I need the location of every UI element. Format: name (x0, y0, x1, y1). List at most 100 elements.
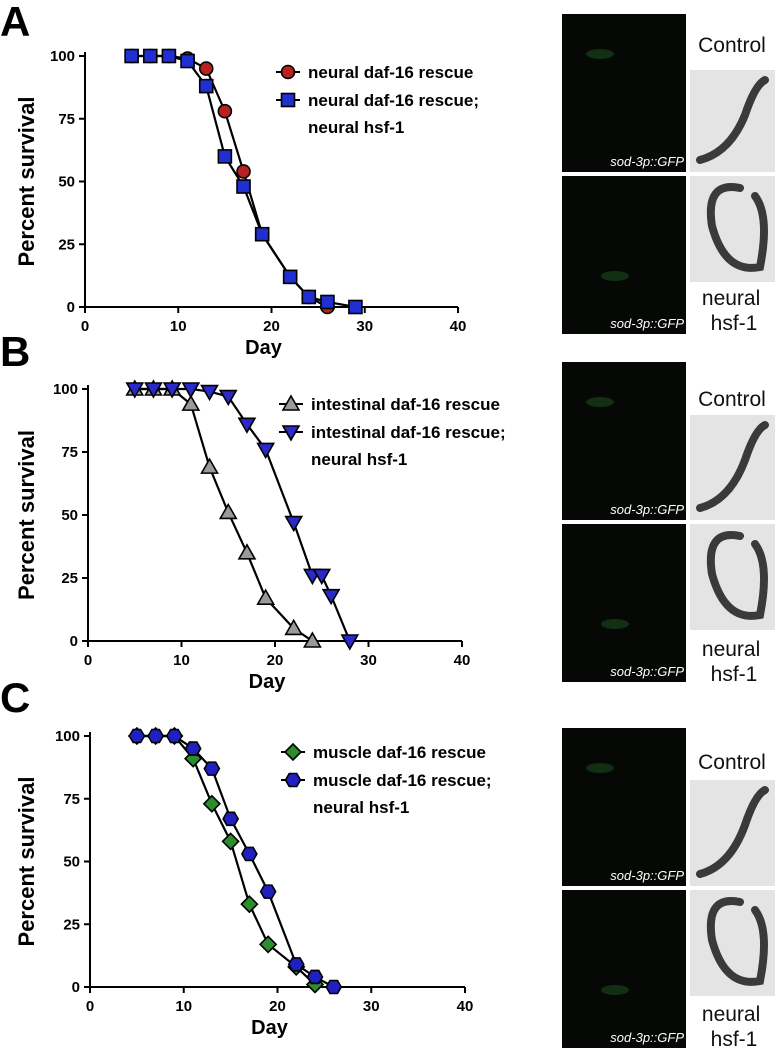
worm (706, 183, 768, 272)
legend-label: intestinal daf-16 rescue; neural hsf-1 (311, 423, 510, 469)
y-axis-label: Percent survival (14, 777, 39, 947)
x-tick-label: 10 (170, 318, 187, 335)
data-point (124, 48, 139, 64)
gfp-signal (601, 985, 629, 995)
data-point (312, 568, 332, 586)
data-point (321, 588, 341, 606)
gfp-label: sod-3p::GFP (610, 868, 684, 883)
y-tick-label: 0 (72, 979, 80, 996)
data-point (237, 417, 257, 434)
data-point (165, 728, 183, 744)
y-tick-label: 25 (61, 570, 78, 587)
panel-letter: C (0, 674, 30, 721)
legend-marker (281, 394, 301, 411)
data-point (303, 631, 322, 648)
data-point (181, 394, 201, 411)
x-tick-label: 30 (356, 318, 373, 335)
data-point (162, 382, 182, 399)
panel-letter: B (0, 328, 30, 375)
survival-line (136, 734, 316, 986)
data-point (287, 957, 305, 972)
gfp-image (562, 176, 686, 334)
data-point (218, 389, 238, 407)
worm (706, 531, 768, 620)
data-point (144, 382, 163, 399)
gfp-signal (586, 763, 614, 773)
data-point (301, 289, 317, 305)
data-point (180, 53, 195, 69)
data-point (142, 48, 158, 64)
y-axis-label: Percent survival (14, 97, 39, 267)
y-tick-label: 75 (61, 444, 78, 461)
x-tick-label: 40 (454, 652, 471, 669)
data-point (200, 457, 219, 474)
data-point (256, 442, 276, 460)
legend-marker (281, 425, 301, 442)
data-point (161, 48, 177, 64)
y-tick-label: 25 (58, 236, 75, 253)
data-point (306, 969, 324, 985)
y-tick-label: 75 (58, 111, 75, 128)
x-tick-label: 30 (363, 998, 380, 1015)
y-tick-label: 25 (63, 916, 80, 933)
data-point (222, 811, 240, 827)
gfp-label: sod-3p::GFP (610, 1030, 684, 1045)
data-point (184, 741, 202, 756)
data-point (237, 543, 257, 560)
data-point (348, 299, 363, 315)
data-point (221, 832, 240, 851)
gfp-image (562, 14, 686, 172)
x-tick-label: 20 (269, 998, 286, 1015)
worm (696, 786, 769, 878)
mutant-label: neural hsf-1 (702, 638, 766, 686)
legend-label: muscle daf-16 rescue (313, 743, 486, 762)
data-point (320, 294, 335, 310)
worm (706, 897, 768, 986)
data-point (256, 588, 276, 605)
legend-marker (280, 92, 296, 108)
x-tick-label: 20 (263, 318, 280, 335)
data-point (236, 179, 251, 194)
y-tick-label: 50 (61, 507, 78, 524)
x-tick-label: 0 (81, 318, 89, 335)
x-tick-label: 40 (450, 318, 467, 335)
mutant-label: neural hsf-1 (702, 287, 766, 335)
legend-label: neural daf-16 rescue (308, 63, 473, 82)
gfp-signal (586, 397, 614, 407)
data-point (198, 61, 214, 76)
control-label: Control (698, 751, 766, 774)
data-point (282, 269, 298, 285)
y-tick-label: 0 (70, 633, 78, 650)
data-point (240, 895, 259, 914)
x-tick-label: 10 (173, 652, 190, 669)
legend-label: neural daf-16 rescue; neural hsf-1 (308, 91, 484, 137)
data-point (340, 634, 360, 651)
y-tick-label: 100 (55, 728, 80, 745)
gfp-image (562, 728, 686, 886)
y-tick-label: 50 (63, 854, 80, 871)
data-point (147, 728, 165, 744)
gfp-label: sod-3p::GFP (610, 664, 684, 679)
y-tick-label: 100 (53, 381, 78, 398)
data-point (254, 226, 270, 242)
data-point (325, 979, 343, 995)
x-axis-label: Day (245, 337, 283, 359)
data-point (259, 884, 277, 899)
data-point (128, 728, 146, 744)
legend-marker (283, 742, 303, 762)
x-axis-label: Day (249, 671, 287, 693)
data-point (198, 78, 214, 94)
y-tick-label: 0 (67, 299, 75, 316)
x-tick-label: 20 (267, 652, 284, 669)
data-point (217, 103, 233, 119)
x-tick-label: 30 (360, 652, 377, 669)
data-point (284, 515, 304, 533)
y-tick-label: 100 (50, 48, 75, 65)
control-label: Control (698, 34, 766, 57)
data-point (218, 502, 238, 520)
legend-label: intestinal daf-16 rescue (311, 395, 500, 414)
mutant-label: neural hsf-1 (702, 1003, 766, 1048)
gfp-image (562, 524, 686, 682)
gfp-image (562, 890, 686, 1048)
survival-line (131, 54, 328, 308)
